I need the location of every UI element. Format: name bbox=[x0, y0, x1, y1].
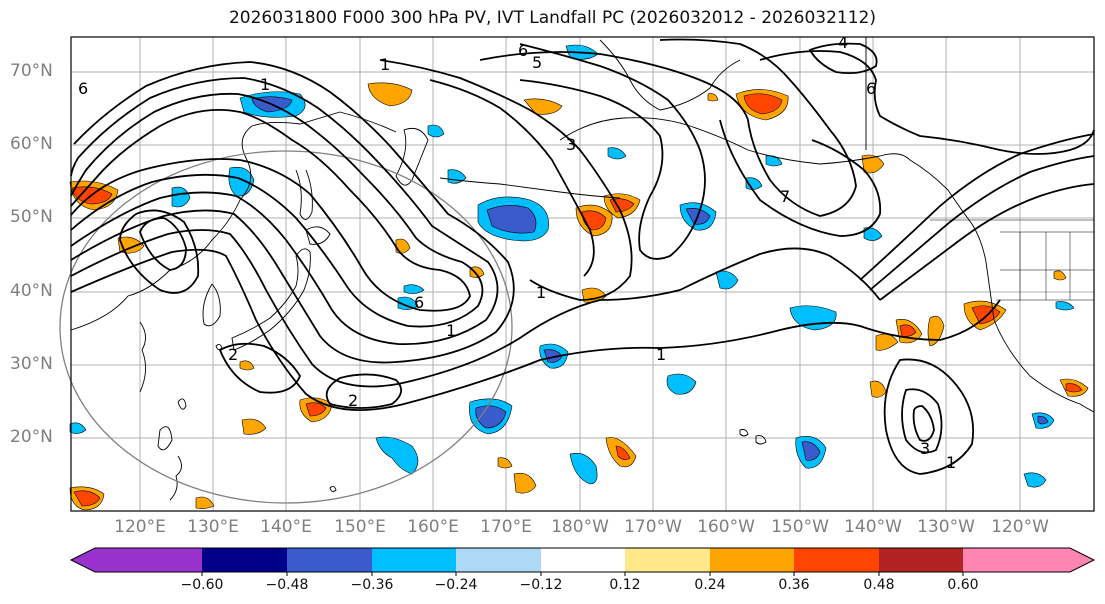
contour-label: 1 bbox=[446, 321, 456, 340]
coastlines bbox=[70, 37, 1095, 501]
lon-label-160w: 160°W bbox=[697, 517, 755, 537]
lon-label-120e: 120°E bbox=[114, 517, 166, 537]
contour-label: 3 bbox=[566, 135, 576, 154]
lon-label-170w: 170°W bbox=[624, 517, 682, 537]
colorbar-segment bbox=[202, 548, 287, 572]
contour-label: 3 bbox=[920, 439, 930, 458]
contour-label: 5 bbox=[532, 53, 542, 72]
colorbar-label: −0.60 bbox=[180, 577, 224, 593]
colorbar-segment bbox=[456, 548, 541, 572]
colorbar-segment bbox=[372, 548, 456, 572]
map-plot: 1 1 1 1 1 1 2 2 3 3 4 5 6 6 6 6 7 bbox=[59, 33, 1095, 512]
colorbar-label: −0.24 bbox=[434, 577, 478, 593]
lat-label-60n: 60°N bbox=[10, 134, 53, 154]
ivt-anomaly-fills bbox=[69, 44, 1089, 511]
contour-label: 6 bbox=[78, 79, 88, 98]
lat-label-20n: 20°N bbox=[10, 427, 53, 447]
colorbar-label: −0.36 bbox=[350, 577, 394, 593]
contour-label: 4 bbox=[838, 33, 848, 52]
lon-label-140e: 140°E bbox=[260, 517, 312, 537]
lon-label-130w: 130°W bbox=[917, 517, 975, 537]
colorbar-segment bbox=[541, 548, 625, 572]
colorbar-label: −0.12 bbox=[519, 577, 563, 593]
contour-label: 2 bbox=[228, 345, 238, 364]
colorbar-segment bbox=[963, 548, 1070, 572]
colorbar-outline bbox=[69, 547, 1096, 573]
map-frame bbox=[70, 36, 1095, 512]
map-title: 2026031800 F000 300 hPa PV, IVT Landfall… bbox=[228, 8, 876, 28]
colorbar-segments bbox=[69, 547, 1096, 576]
colorbar-label: −0.48 bbox=[265, 577, 309, 593]
colorbar-segment bbox=[794, 548, 879, 572]
lat-label-30n: 30°N bbox=[10, 354, 53, 374]
lon-label-180w: 180°W bbox=[551, 517, 609, 537]
lat-label-70n: 70°N bbox=[10, 61, 53, 81]
region-circle bbox=[59, 150, 513, 504]
lon-label-170e: 170°E bbox=[480, 517, 532, 537]
map-background bbox=[71, 37, 1094, 511]
lon-label-140w: 140°W bbox=[844, 517, 902, 537]
contour-label: 1 bbox=[380, 55, 390, 74]
colorbar-label: 0.24 bbox=[694, 577, 726, 593]
contour-label: 2 bbox=[348, 391, 358, 410]
contour-label: 6 bbox=[866, 79, 876, 98]
lat-label-40n: 40°N bbox=[10, 281, 53, 301]
colorbar-segment bbox=[710, 548, 794, 572]
lon-label-150w: 150°W bbox=[771, 517, 829, 537]
contour-label: 6 bbox=[518, 41, 528, 60]
colorbar-segment bbox=[625, 548, 710, 572]
pv-contours bbox=[70, 38, 1095, 475]
contour-label-group: 1 1 1 1 1 1 2 2 3 3 4 5 6 6 6 6 7 bbox=[78, 33, 956, 472]
contour-label: 7 bbox=[780, 187, 790, 206]
colorbar-label: 0.48 bbox=[863, 577, 895, 593]
colorbar-label: 0.36 bbox=[778, 577, 810, 593]
colorbar-segment bbox=[95, 548, 202, 572]
contour-label: 1 bbox=[656, 345, 666, 364]
lat-label-50n: 50°N bbox=[10, 207, 53, 227]
lon-label-120w: 120°W bbox=[991, 517, 1049, 537]
colorbar bbox=[69, 547, 1096, 576]
colorbar-label: 0.60 bbox=[947, 577, 979, 593]
lon-label-160e: 160°E bbox=[407, 517, 459, 537]
lon-label-150e: 150°E bbox=[334, 517, 386, 537]
colorbar-extend-high bbox=[1070, 548, 1094, 572]
colorbar-extend-low bbox=[71, 548, 95, 572]
contour-label: 1 bbox=[536, 283, 546, 302]
colorbar-segment bbox=[879, 548, 963, 572]
contour-label: 1 bbox=[260, 75, 270, 94]
contour-label: 1 bbox=[946, 453, 956, 472]
lon-label-130e: 130°E bbox=[187, 517, 239, 537]
colorbar-label: 0.12 bbox=[609, 577, 641, 593]
contour-label: 6 bbox=[414, 293, 424, 312]
colorbar-segment bbox=[287, 548, 372, 572]
